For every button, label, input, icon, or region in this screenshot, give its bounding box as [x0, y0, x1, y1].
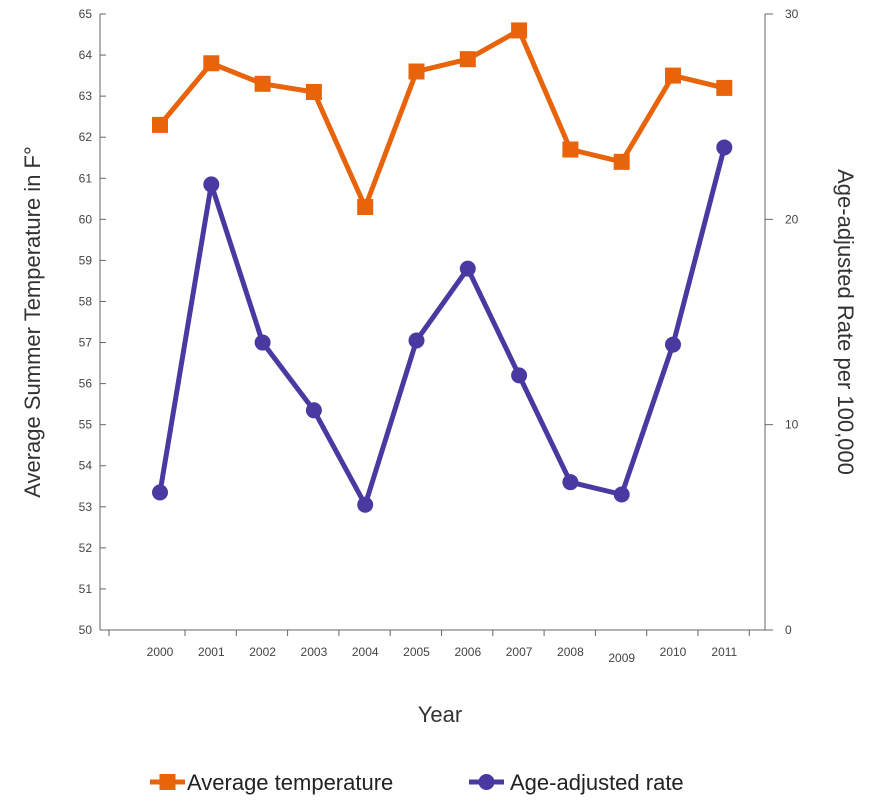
- series-line: [158, 27, 725, 210]
- right-tick-label: 30: [785, 7, 799, 21]
- rate-point: [357, 496, 374, 513]
- rate-point: [254, 334, 271, 351]
- legend: Average temperature Age-adjusted rate: [150, 770, 684, 795]
- rate-point: [203, 176, 220, 193]
- temperature-point: [562, 141, 579, 158]
- rate-point: [305, 402, 322, 419]
- left-tick-label: 55: [79, 418, 93, 432]
- x-tick-label: 2000: [147, 645, 174, 659]
- temperature-point: [203, 55, 220, 72]
- left-y-axis-title: Average Summer Temperature in F°: [20, 146, 45, 498]
- left-tick-label: 57: [79, 336, 93, 350]
- rate-point: [152, 484, 168, 501]
- x-tick-label: 2006: [454, 645, 481, 659]
- temperature-point: [459, 51, 476, 68]
- left-tick-label: 65: [79, 7, 93, 21]
- rate-series: [152, 139, 733, 513]
- axes: [99, 14, 766, 631]
- rate-point: [665, 336, 681, 353]
- left-tick-label: 51: [79, 582, 93, 596]
- x-tick-label: 2005: [403, 645, 430, 659]
- left-tick-label: 63: [79, 89, 93, 103]
- x-tick-label: 2010: [660, 645, 687, 659]
- x-ticks: 2000 2001 2002 2003 2004 2005 2006 2007 2008 2009…: [108, 630, 750, 665]
- rate-point: [562, 474, 579, 491]
- left-tick-label: 56: [79, 377, 93, 391]
- legend-item: Age-adjusted rate: [469, 770, 684, 795]
- temperature-series: [152, 22, 733, 216]
- x-tick-label: 2001: [198, 645, 225, 659]
- rate-point: [408, 332, 425, 349]
- temperature-point: [254, 75, 271, 92]
- legend-square-marker: [159, 774, 176, 790]
- left-tick-label: 62: [79, 130, 93, 144]
- series-layer: [152, 22, 733, 513]
- temperature-point: [511, 22, 528, 39]
- left-tick-label: 52: [79, 541, 93, 555]
- temperature-point: [408, 63, 425, 80]
- right-y-ticks: 0 10 20 30: [765, 7, 799, 637]
- temperature-point: [152, 116, 168, 133]
- legend-circle-marker: [478, 774, 495, 790]
- temperature-point: [613, 153, 630, 170]
- right-tick-label: 20: [785, 212, 799, 226]
- x-tick-label: 2011: [711, 645, 737, 659]
- left-tick-label: 50: [79, 623, 93, 637]
- right-y-axis-title: Age-adjusted Rate per 100,000: [833, 169, 858, 475]
- series-line: [157, 146, 727, 508]
- x-tick-label: 2002: [249, 645, 276, 659]
- temperature-point: [305, 84, 322, 101]
- rate-point: [511, 367, 528, 384]
- x-tick-label: 2008: [557, 645, 584, 659]
- rate-point: [459, 260, 476, 277]
- left-tick-label: 64: [79, 48, 93, 62]
- x-tick-label: 2003: [301, 645, 328, 659]
- right-tick-label: 10: [785, 418, 799, 432]
- left-tick-label: 54: [79, 459, 93, 473]
- left-tick-label: 61: [79, 171, 93, 185]
- rate-point: [613, 486, 630, 503]
- x-tick-label: 2004: [352, 645, 379, 659]
- temperature-point: [716, 79, 733, 96]
- legend-label: Age-adjusted rate: [510, 770, 684, 795]
- left-tick-label: 58: [79, 294, 93, 308]
- temperature-point: [357, 199, 374, 216]
- left-tick-label: 59: [79, 253, 93, 267]
- x-tick-label: 2007: [506, 645, 533, 659]
- left-tick-label: 60: [79, 212, 93, 226]
- temperature-point: [665, 67, 681, 84]
- left-tick-label: 53: [79, 500, 93, 514]
- legend-label: Average temperature: [187, 770, 393, 795]
- left-y-ticks: 50 51 52 53 54 55 56 57 58 59 60 61 62 63 64 65: [79, 7, 106, 637]
- x-axis-title: Year: [418, 702, 462, 727]
- x-tick-label: 2009: [608, 651, 635, 665]
- right-tick-label: 0: [785, 623, 792, 637]
- rate-point: [716, 139, 733, 156]
- legend-item: Average temperature: [150, 770, 393, 795]
